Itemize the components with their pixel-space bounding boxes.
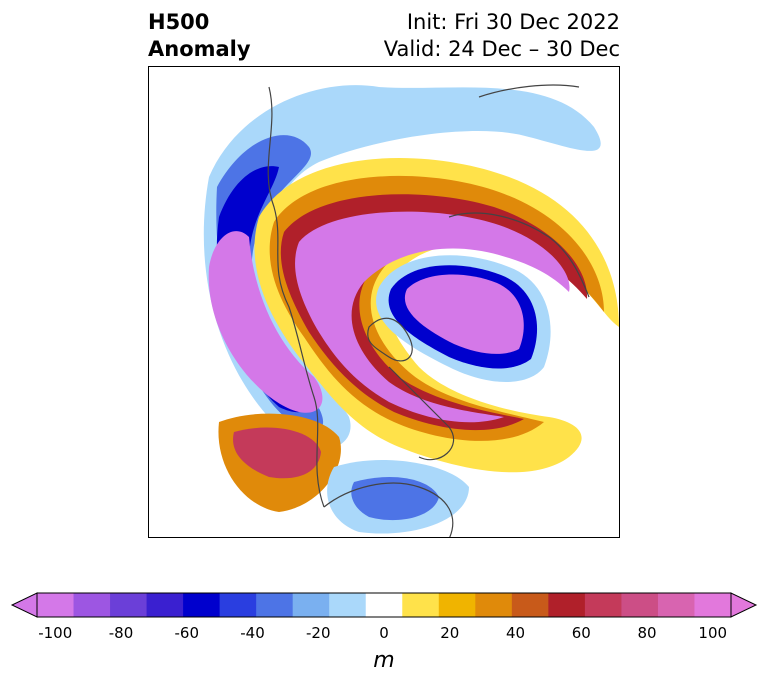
variable-label: H500 — [148, 10, 210, 34]
colorbar-segment — [511, 593, 549, 617]
colorbar-ticks: -100 -80 -60 -40 -20 0 20 40 60 80 100 — [0, 624, 768, 644]
map-subtitle: Init: Fri 30 Dec 2022 Valid: 24 Dec – 30… — [384, 9, 620, 63]
colorbar-segment — [621, 593, 659, 617]
colorbar-segment — [584, 593, 622, 617]
colorbar-segment — [219, 593, 257, 617]
colorbar-tick-label: -80 — [108, 624, 134, 642]
colorbar-segment — [183, 593, 221, 617]
extend-max-arrow-icon — [730, 592, 758, 618]
colorbar-border — [36, 592, 732, 618]
colorbar-tick-label: -20 — [306, 624, 331, 642]
colorbar-tick-label: 40 — [505, 624, 526, 642]
colorbar-tick-label: 60 — [571, 624, 591, 642]
colorbar-tick-label: -60 — [174, 624, 200, 642]
colorbar-segment — [548, 593, 586, 617]
colorbar-segment — [365, 593, 403, 617]
colorbar-tick-label: 80 — [637, 624, 657, 642]
anomaly-map-svg — [203, 84, 619, 537]
colorbar-tick-label: 20 — [440, 624, 460, 642]
arctic-positive-extreme — [295, 211, 570, 423]
pacific-negative-extreme — [208, 231, 323, 413]
colorbar-tick-label: 100 — [698, 624, 728, 642]
colorbar-segment — [256, 593, 294, 617]
anomaly-map — [148, 66, 620, 538]
colorbar-segment — [475, 593, 513, 617]
coastlines — [267, 84, 590, 537]
colorbar-segment — [402, 593, 440, 617]
atlantic-negative-extreme — [404, 274, 524, 354]
colorbar-segment — [146, 593, 184, 617]
colorbar-segment — [37, 593, 75, 617]
colorbar — [10, 592, 758, 618]
colorbar-tick-label: 0 — [379, 624, 389, 642]
southeast-negative-core — [351, 477, 439, 521]
product-label: Anomaly — [148, 37, 251, 61]
colorbar-segment — [657, 593, 695, 617]
colorbar-tick-label: -100 — [38, 624, 73, 642]
colorbar-segment — [694, 593, 732, 617]
colorbar-segment — [329, 593, 367, 617]
colorbar-segment — [292, 593, 330, 617]
colorbar-unit-label: m — [373, 648, 395, 673]
west-positive-core — [233, 427, 321, 479]
map-title: H500 Anomaly — [148, 9, 251, 63]
valid-label: Valid: 24 Dec – 30 Dec — [383, 37, 620, 61]
init-label: Init: Fri 30 Dec 2022 — [406, 10, 620, 34]
colorbar-segment — [438, 593, 476, 617]
colorbar-segment — [73, 593, 111, 617]
extend-min-arrow-icon — [10, 592, 38, 618]
colorbar-segment — [110, 593, 148, 617]
colorbar-tick-label: -40 — [240, 624, 265, 642]
